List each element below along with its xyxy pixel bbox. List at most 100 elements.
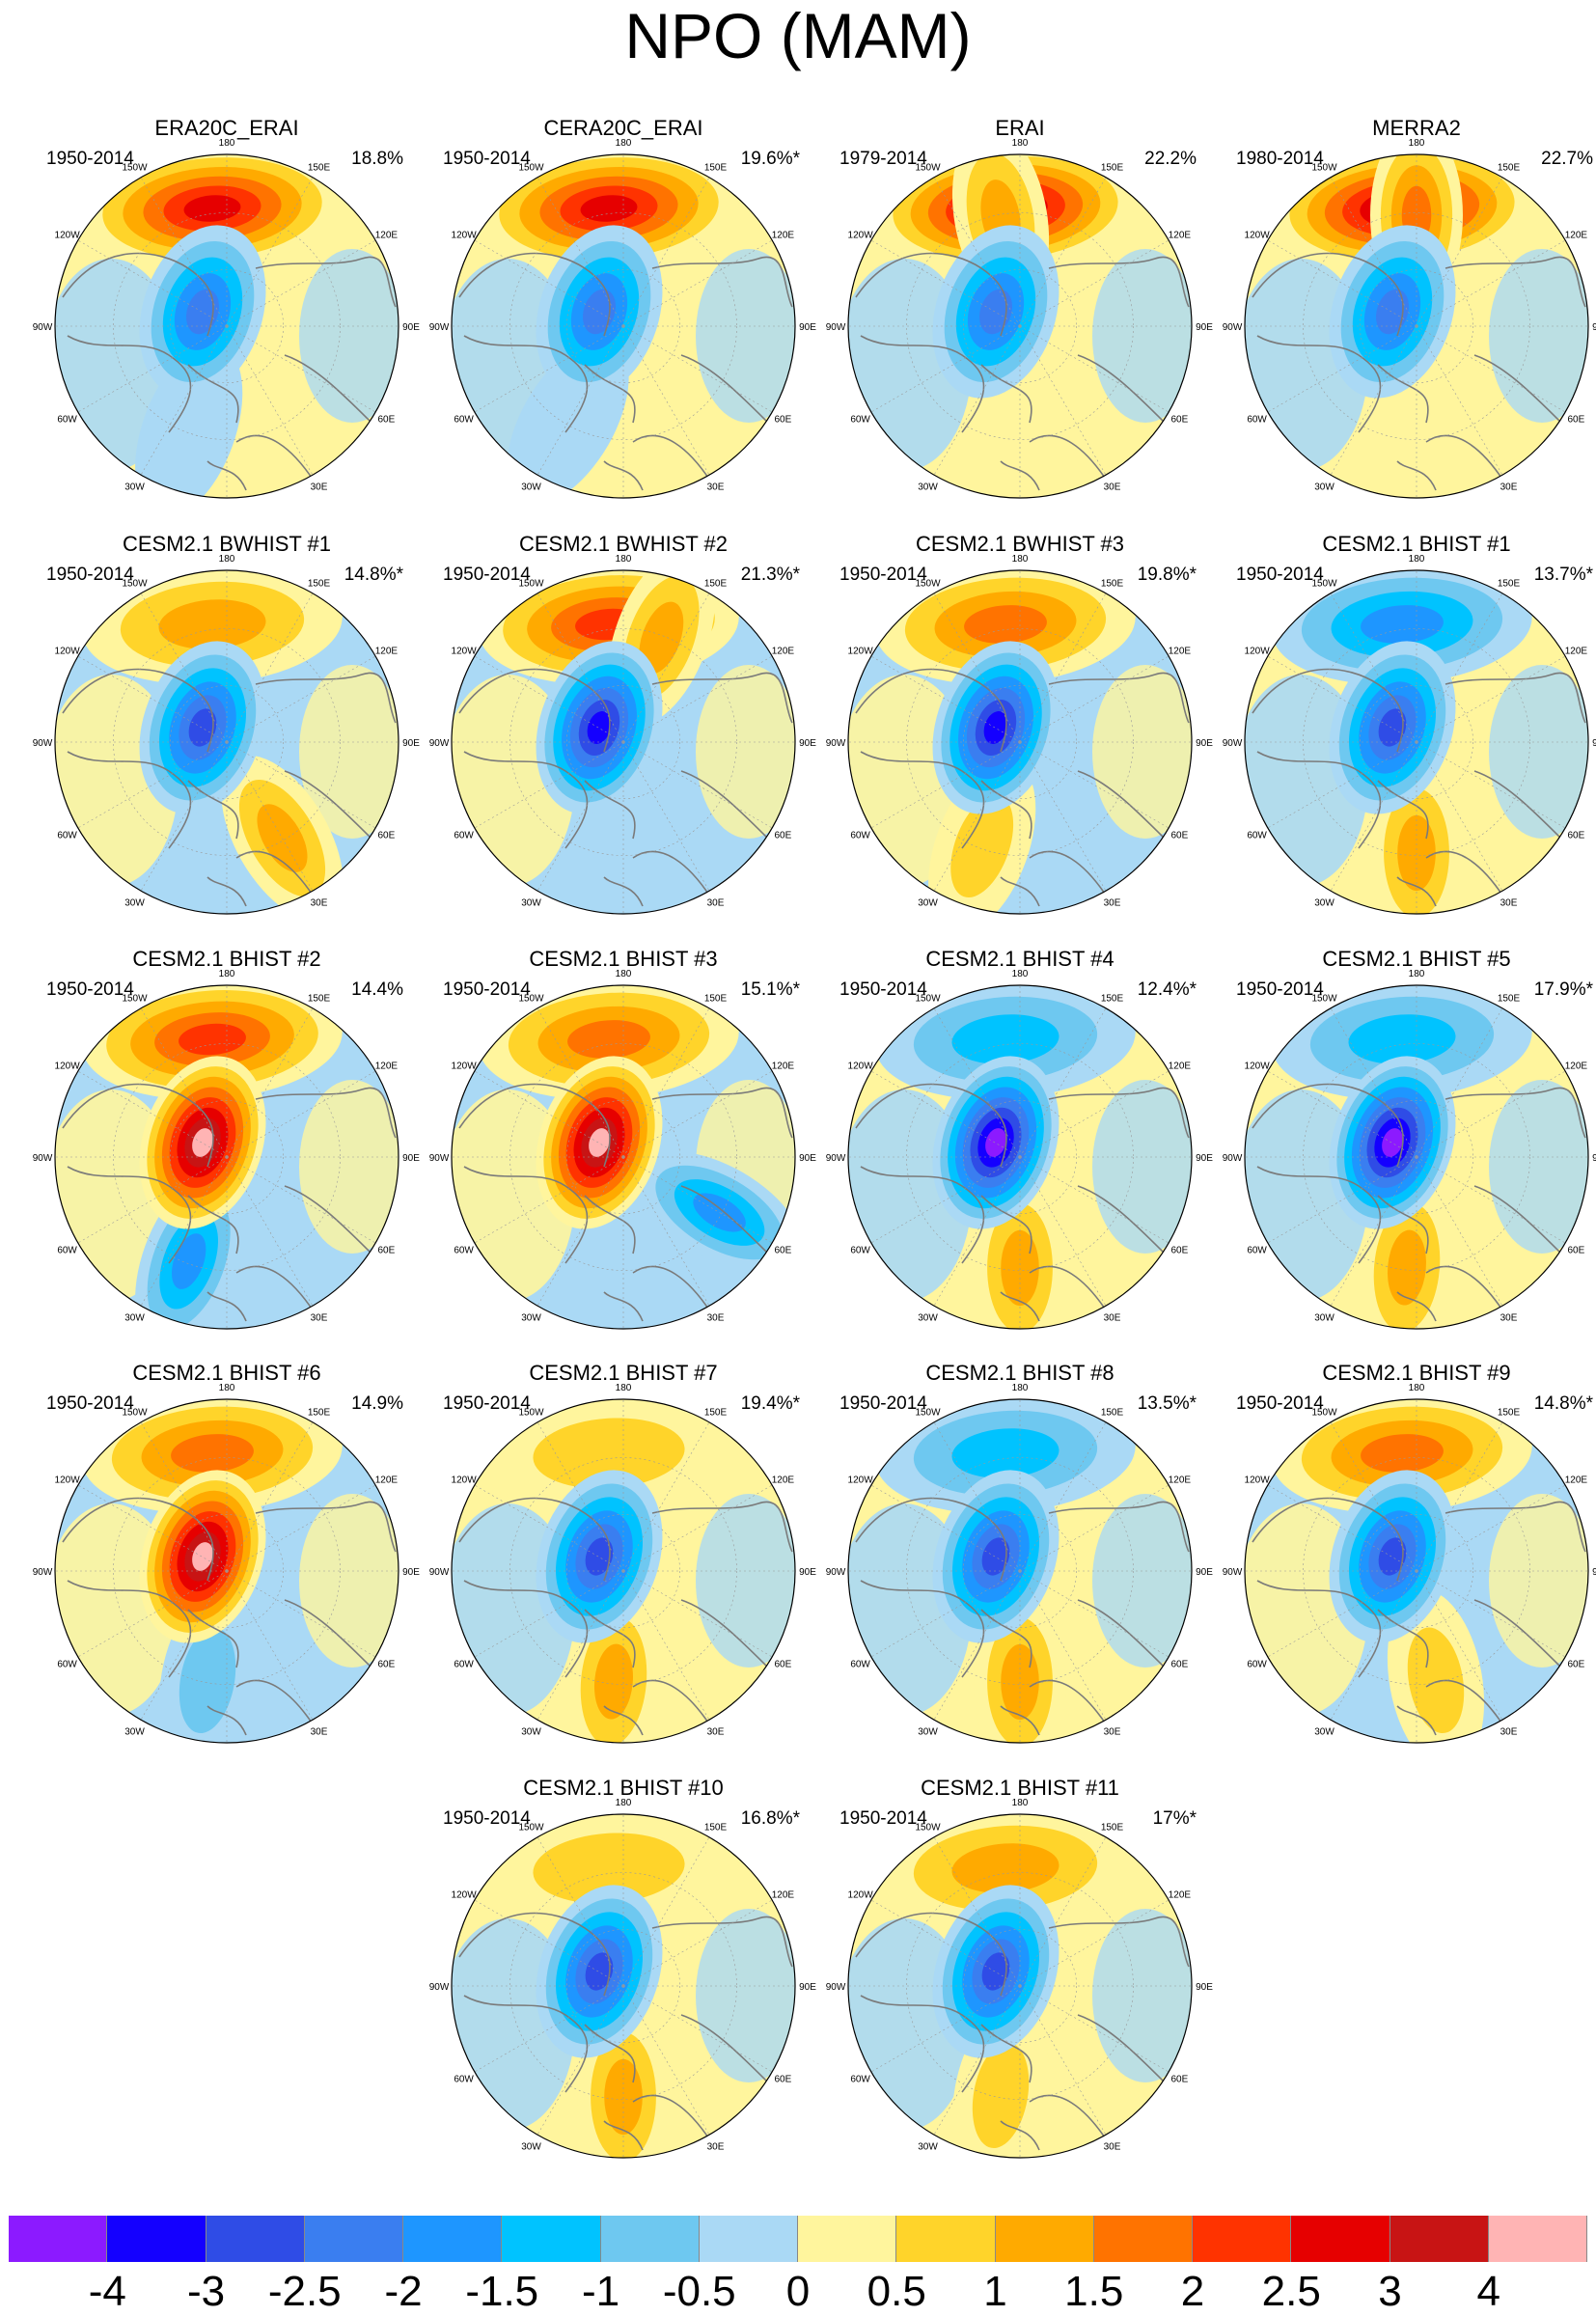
longitude-label: 30E xyxy=(311,482,328,492)
map-boundary xyxy=(847,569,1193,915)
longitude-label: 180 xyxy=(1012,138,1029,149)
colorbar-segment xyxy=(995,2216,1094,2262)
longitude-label: 150W xyxy=(122,163,148,174)
map-boundary xyxy=(54,569,399,915)
map-panel: 180150E120E90E60E30E030W60W90W120W150WCE… xyxy=(29,532,425,918)
panel-variance-pct: 19.4%* xyxy=(740,1393,800,1414)
longitude-label: 30W xyxy=(521,897,541,908)
polar-map: 180150E120E90E60E30E030W60W90W120W150W xyxy=(429,554,816,915)
longitude-label: 90W xyxy=(826,322,846,333)
longitude-label: 120E xyxy=(1565,1062,1588,1072)
longitude-label: 90W xyxy=(826,1153,846,1164)
map-boundary xyxy=(54,153,399,499)
longitude-label: 60E xyxy=(378,415,396,426)
colorbar-tick-label: -0.5 xyxy=(662,2268,736,2315)
longitude-label: 120E xyxy=(1169,647,1192,657)
longitude-label: 120W xyxy=(452,647,478,657)
pacific-anomaly-contour xyxy=(951,1843,1059,1893)
map-panel: 180150E120E90E60E30E030W60W90W120W150WCE… xyxy=(822,947,1218,1333)
longitude-label: 150E xyxy=(308,994,331,1005)
map-boundary xyxy=(451,984,796,1330)
longitude-label: 150W xyxy=(1311,1408,1337,1419)
colorbar-segment xyxy=(9,2216,108,2262)
longitude-label: 150W xyxy=(122,1408,148,1419)
longitude-label: 60E xyxy=(775,1660,792,1670)
longitude-label: 60W xyxy=(454,1660,474,1670)
map-panel: 180150E120E90E60E30E030W60W90W120W150WCE… xyxy=(822,1361,1218,1747)
polar-map: 180150E120E90E60E30E030W60W90W120W150W xyxy=(1223,138,1596,499)
graticule xyxy=(55,570,399,914)
map-panel: 180150E120E90E60E30E030W60W90W120W150WCE… xyxy=(426,1361,821,1747)
colorbar-segment xyxy=(304,2216,403,2262)
longitude-label: 90W xyxy=(429,738,450,749)
longitude-label: 60W xyxy=(1247,1660,1267,1670)
longitude-label: 60W xyxy=(57,831,77,841)
longitude-label: 150E xyxy=(1101,1408,1124,1419)
longitude-label: 30E xyxy=(1104,1312,1121,1323)
figure-title: NPO (MAM) xyxy=(624,0,972,71)
panel-variance-pct: 21.3%* xyxy=(740,565,800,585)
panel-years: 1950-2014 xyxy=(839,565,927,585)
polar-map: 180150E120E90E60E30E030W60W90W120W150W xyxy=(1223,1383,1596,1744)
polar-map: 180150E120E90E60E30E030W60W90W120W150W xyxy=(1223,969,1596,1330)
longitude-label: 90E xyxy=(1592,322,1596,333)
pacific-anomaly-contour xyxy=(1361,1434,1444,1473)
graticule xyxy=(848,570,1192,914)
polar-map: 180150E120E90E60E30E030W60W90W120W150W xyxy=(826,1798,1213,2159)
panel-title: MERRA2 xyxy=(1372,116,1461,140)
colorbar-tick-label: 0 xyxy=(785,2268,811,2315)
panel-title: CESM2.1 BHIST #10 xyxy=(523,1776,724,1800)
colorbar-segment xyxy=(206,2216,305,2262)
longitude-label: 30E xyxy=(311,897,328,908)
panel-title: CESM2.1 BHIST #4 xyxy=(925,947,1114,971)
longitude-label: 30W xyxy=(918,897,938,908)
longitude-label: 90E xyxy=(1592,1153,1596,1164)
map-boundary xyxy=(847,153,1193,499)
arctic-anomaly-contour xyxy=(1378,1537,1407,1576)
longitude-label: 60W xyxy=(850,2075,870,2085)
longitude-label: 150W xyxy=(915,163,941,174)
panel-years: 1950-2014 xyxy=(46,565,134,585)
map-panel: 180150E120E90E60E30E030W60W90W120W150WER… xyxy=(822,116,1218,502)
longitude-label: 60E xyxy=(378,1246,396,1256)
longitude-label: 30W xyxy=(1314,482,1335,492)
polar-map: 180150E120E90E60E30E030W60W90W120W150W xyxy=(826,969,1213,1330)
longitude-label: 60E xyxy=(775,415,792,426)
longitude-label: 90W xyxy=(429,1982,450,1993)
longitude-label: 120W xyxy=(55,231,81,241)
panel-years: 1950-2014 xyxy=(46,979,134,1000)
map-boundary xyxy=(847,1813,1193,2159)
panel-variance-pct: 19.8%* xyxy=(1137,565,1197,585)
longitude-label: 90W xyxy=(33,322,53,333)
panel-title: ERAI xyxy=(995,116,1045,140)
colorbar-segment xyxy=(1193,2216,1292,2262)
map-panel: 180150E120E90E60E30E030W60W90W120W150WCE… xyxy=(822,1776,1218,2162)
longitude-label: 90E xyxy=(1196,322,1213,333)
longitude-label: 180 xyxy=(1409,138,1425,149)
longitude-label: 30W xyxy=(918,1312,938,1323)
pacific-anomaly-contour xyxy=(964,605,1047,644)
longitude-label: 30E xyxy=(707,1312,725,1323)
longitude-label: 90E xyxy=(1196,1982,1213,1993)
panel-years: 1950-2014 xyxy=(46,1393,134,1414)
longitude-label: 30E xyxy=(1500,1726,1518,1737)
panel-years: 1950-2014 xyxy=(46,149,134,169)
longitude-label: 150E xyxy=(704,579,728,590)
longitude-label: 90W xyxy=(33,738,53,749)
coastlines xyxy=(855,1912,1190,2151)
panel-variance-pct: 22.7% xyxy=(1541,149,1593,169)
longitude-label: 120E xyxy=(1169,1475,1192,1486)
longitude-label: 30E xyxy=(1500,897,1518,908)
colorbar-tick-label: 1 xyxy=(983,2268,1007,2315)
longitude-label: 90E xyxy=(799,738,816,749)
longitude-label: 90W xyxy=(429,1567,450,1578)
colorbar-tick-label: -1 xyxy=(581,2268,620,2315)
longitude-label: 180 xyxy=(219,969,235,979)
colorbar-tick-label: -2 xyxy=(384,2268,423,2315)
longitude-label: 30E xyxy=(1500,1312,1518,1323)
longitude-label: 90W xyxy=(33,1567,53,1578)
map-panel: 180150E120E90E60E30E030W60W90W120W150WCE… xyxy=(1219,532,1596,918)
colorbar-segment xyxy=(1093,2216,1193,2262)
coastlines xyxy=(855,1497,1190,1736)
longitude-label: 90W xyxy=(33,1153,53,1164)
